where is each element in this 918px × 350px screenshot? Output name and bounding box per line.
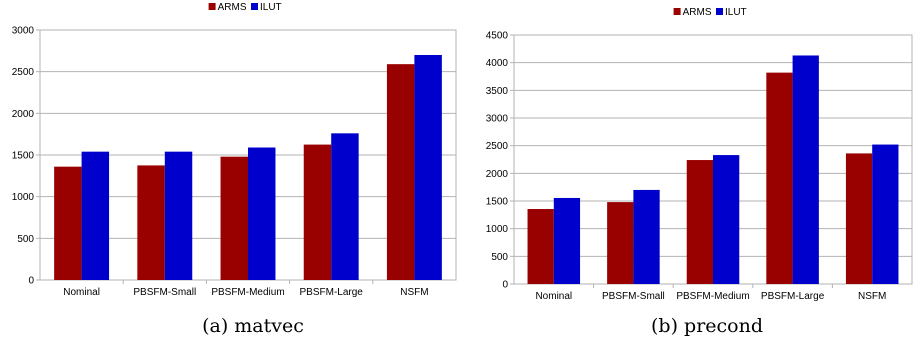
x-tick-label: NSFM — [858, 291, 886, 302]
chart-caption: (a) matvec — [202, 315, 304, 337]
x-tick-label: Nominal — [535, 291, 572, 302]
legend-label-arms: ARMS — [683, 7, 712, 18]
bar-ilut-nominal — [81, 151, 110, 280]
y-tick-label: 1000 — [486, 224, 509, 235]
bar-ilut-pbsfm-small — [164, 151, 193, 280]
legend-swatch-ilut — [251, 3, 258, 10]
chart-caption: (b) precond — [651, 315, 763, 337]
bar-arms-pbsfm-medium — [220, 156, 248, 280]
bar-arms-pbsfm-small — [607, 202, 634, 284]
y-tick-label: 500 — [491, 252, 508, 263]
bar-ilut-pbsfm-large — [331, 133, 359, 280]
bar-arms-pbsfm-small — [137, 165, 165, 280]
bar-arms-pbsfm-large — [303, 144, 332, 280]
y-tick-label: 0 — [28, 276, 34, 287]
x-tick-label: Nominal — [63, 287, 100, 298]
legend: ARMS ILUT — [208, 2, 282, 13]
x-tick-label: PBSFM-Small — [602, 291, 665, 302]
legend-label-ilut: ILUT — [260, 2, 282, 13]
bar-arms-nominal — [527, 209, 554, 284]
bar-ilut-pbsfm-small — [633, 189, 660, 284]
legend-label-arms: ARMS — [218, 2, 247, 13]
chart-precond: 0 500 1000 1500 2000 2500 3000 3500 4000 4500 Nomi… — [486, 7, 913, 337]
x-tick-label: PBSFM-Small — [133, 287, 196, 298]
bar-ilut-nsfm — [872, 144, 899, 284]
y-tick-label: 3000 — [12, 26, 35, 37]
y-tick-label: 3500 — [486, 86, 509, 97]
chart-matvec: 0 500 1000 1500 2000 2500 3000 Nominal PBSFM-Sma… — [12, 2, 457, 337]
bar-arms-nsfm — [845, 153, 873, 284]
y-tick-label: 2000 — [12, 109, 35, 120]
x-tick-label: NSFM — [400, 287, 428, 298]
bar-ilut-pbsfm-medium — [713, 155, 740, 284]
bar-ilut-nominal — [553, 197, 581, 284]
y-tick-label: 0 — [502, 280, 508, 291]
legend-swatch-arms — [208, 3, 216, 10]
bar-arms-nsfm — [386, 64, 415, 281]
bar-ilut-pbsfm-medium — [248, 147, 276, 280]
x-tick-label: PBSFM-Medium — [676, 291, 749, 302]
x-tick-label: PBSFM-Medium — [211, 287, 284, 298]
bar-arms-nominal — [54, 166, 82, 280]
legend-swatch-arms — [673, 8, 681, 15]
x-tick-label: PBSFM-Large — [761, 291, 825, 302]
bar-ilut-pbsfm-large — [792, 55, 819, 285]
y-tick-label: 2500 — [12, 67, 35, 78]
y-tick-label: 4000 — [486, 58, 509, 69]
y-tick-label: 1500 — [486, 197, 509, 208]
y-tick-label: 1500 — [12, 151, 35, 162]
y-tick-label: 500 — [17, 234, 34, 245]
bar-ilut-nsfm — [414, 55, 442, 280]
y-tick-label: 1000 — [12, 192, 35, 203]
x-tick-label: PBSFM-Large — [300, 287, 364, 298]
y-tick-label: 4500 — [486, 31, 509, 42]
y-tick-label: 2000 — [486, 169, 509, 180]
legend-swatch-ilut — [716, 8, 723, 15]
legend-label-ilut: ILUT — [725, 7, 747, 18]
bar-arms-pbsfm-medium — [686, 160, 713, 284]
legend: ARMS ILUT — [673, 7, 747, 18]
bar-arms-pbsfm-large — [766, 72, 793, 284]
y-tick-label: 2500 — [486, 141, 509, 152]
y-tick-label: 3000 — [486, 114, 509, 125]
